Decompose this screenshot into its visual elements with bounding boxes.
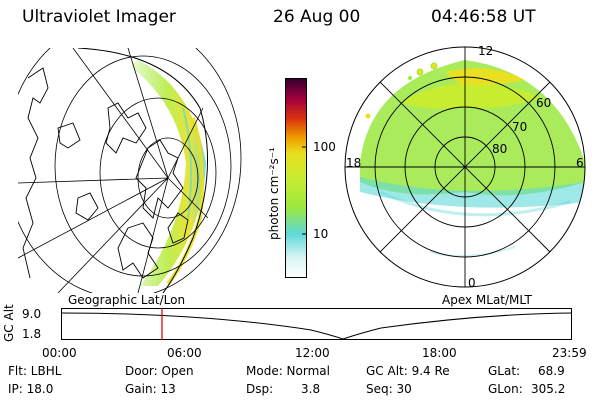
- status-seq: Seq: 30: [366, 382, 412, 396]
- mlat-label-60: 60: [536, 96, 552, 110]
- mlt-label-0: 0: [468, 276, 476, 290]
- colorbar: [285, 78, 307, 278]
- colorbar-unit-label: photon cm⁻²s⁻¹: [267, 147, 281, 240]
- status-glat-value: 68.9: [538, 364, 565, 378]
- timeline-y-label: GC Alt: [2, 304, 16, 342]
- instrument-title: Ultraviolet Imager: [22, 7, 176, 27]
- date-label: 26 Aug 00: [273, 7, 361, 27]
- time-label: 04:46:58 UT: [431, 7, 536, 27]
- timeline-x-tick-0600: 06:00: [167, 346, 202, 360]
- colorbar-tick-100: 100: [313, 140, 336, 154]
- timeline-y-tick-low: 1.8: [22, 327, 42, 341]
- status-ip: IP: 18.0: [8, 382, 54, 396]
- status-glon-value: 305.2: [531, 382, 566, 396]
- status-dsp-label: Dsp:: [246, 382, 274, 396]
- status-glon-label: GLon:: [488, 382, 523, 396]
- timeline-x-tick-2359: 23:59: [552, 346, 587, 360]
- status-gc-alt: GC Alt: 9.4 Re: [366, 364, 450, 378]
- timeline-x-tick-0000: 00:00: [42, 346, 77, 360]
- mlat-label-70: 70: [512, 120, 528, 134]
- geo-panel-label: Geographic Lat/Lon: [68, 293, 186, 307]
- mlt-label-6: 6: [576, 156, 584, 170]
- status-filter: Flt: LBHL: [8, 364, 62, 378]
- geographic-image: [18, 48, 242, 293]
- colorbar-tick-10: 10: [313, 227, 329, 241]
- mlt-label-12: 12: [478, 44, 494, 58]
- polar-image: [344, 46, 586, 288]
- status-glat-label: GLat:: [488, 364, 521, 378]
- timeline-x-tick-1200: 12:00: [295, 346, 330, 360]
- status-door: Door: Open: [125, 364, 194, 378]
- timeline-y-tick-high: 9.0: [22, 307, 42, 321]
- status-gain: Gain: 13: [125, 382, 176, 396]
- polar-panel-label: Apex MLat/MLT: [442, 293, 532, 307]
- status-mode: Mode: Normal: [246, 364, 330, 378]
- timeline-x-tick-1800: 18:00: [422, 346, 457, 360]
- status-dsp-value: 3.8: [301, 382, 321, 396]
- timeline-plot: [60, 308, 573, 340]
- mlat-label-80: 80: [492, 142, 508, 156]
- mlt-label-18: 18: [346, 156, 362, 170]
